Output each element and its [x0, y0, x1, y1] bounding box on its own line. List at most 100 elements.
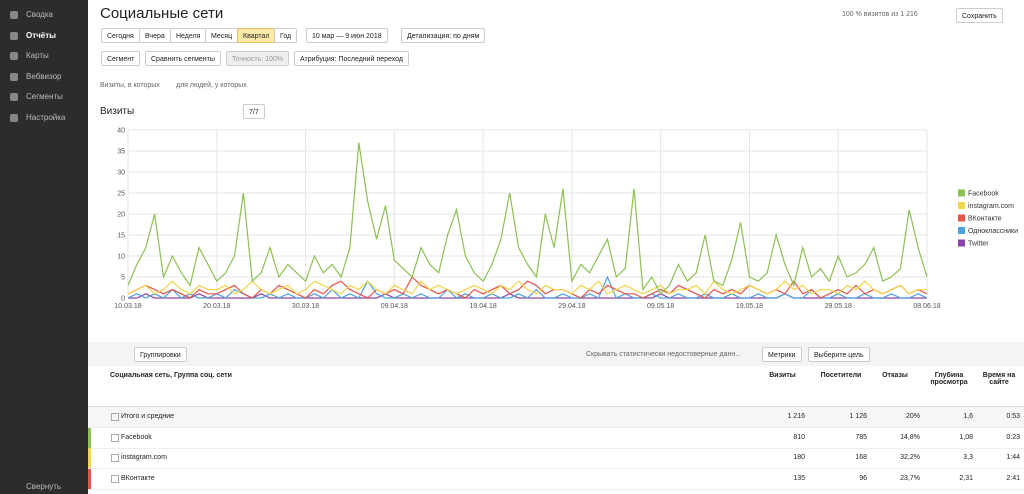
- column-header[interactable]: Визиты: [769, 372, 796, 379]
- cell: 32,2%: [900, 454, 920, 461]
- legend-label: Facebook: [968, 191, 999, 198]
- period-button[interactable]: Квартал: [237, 28, 276, 43]
- menu-item[interactable]: Настройка: [26, 112, 66, 122]
- menu-item[interactable]: Карты: [26, 51, 49, 60]
- table-row: [88, 469, 1024, 490]
- chart-title: Визиты: [100, 106, 135, 117]
- column-header[interactable]: Время на сайте: [982, 372, 1016, 386]
- cell: 1:44: [1006, 454, 1020, 461]
- table-row: [88, 428, 1024, 449]
- series-line: [127, 142, 928, 295]
- cell: Facebook: [121, 433, 152, 441]
- x-tick-label: 08.06.18: [913, 303, 940, 310]
- series-count[interactable]: 7/7: [243, 104, 265, 119]
- cell: 0:23: [1006, 433, 1020, 441]
- filter-button[interactable]: Атрибуция: Последний переход: [294, 51, 410, 66]
- legend-swatch: [958, 227, 965, 234]
- legend-swatch: [958, 189, 965, 197]
- y-tick-label: 25: [117, 191, 125, 198]
- menu-item[interactable]: Сводка: [26, 10, 54, 19]
- date-range[interactable]: 10 мар — 9 июн 2018: [306, 28, 388, 43]
- segment-text: Визиты, в которых: [100, 82, 160, 89]
- filter-button[interactable]: Сегмент: [101, 51, 141, 66]
- series-line: [127, 276, 928, 299]
- hide-option[interactable]: Скрывать статистически недостоверные дан…: [586, 351, 742, 358]
- cell: 2:41: [1006, 474, 1020, 482]
- y-tick-label: 5: [121, 275, 125, 282]
- x-tick-label: 09.04.18: [381, 303, 408, 310]
- cell: 3,3: [963, 454, 973, 461]
- period-button[interactable]: Год: [274, 28, 298, 43]
- filter-button[interactable]: Сравнить сегменты: [145, 51, 221, 66]
- x-tick-label: 29.04.18: [558, 303, 585, 310]
- menu-icon: [10, 72, 18, 81]
- cell: 14,8%: [900, 433, 920, 441]
- filter-button[interactable]: Точность: 100%: [226, 51, 290, 66]
- y-tick-label: 10: [117, 254, 125, 261]
- page-title: Социальные сети: [100, 5, 224, 22]
- cell: 2,31: [959, 474, 973, 482]
- x-tick-label: 30.03.18: [292, 303, 319, 310]
- cell: 20%: [905, 413, 920, 420]
- cell: 96: [859, 474, 867, 482]
- checkbox[interactable]: [111, 433, 119, 442]
- cell: instagram.com: [121, 454, 167, 461]
- menu-item[interactable]: Сегменты: [26, 92, 63, 101]
- chart: 0 5 10 15 20 25 30 35 40 10.03.18 20.03.18 30.03.18…: [114, 128, 1018, 311]
- cell: 1,6: [963, 413, 973, 420]
- x-tick-label: 20.03.18: [203, 303, 230, 310]
- groupings[interactable]: Группировки: [134, 347, 187, 362]
- menu-icon: [10, 52, 18, 60]
- legend-label: ВКонтакте: [968, 216, 1002, 223]
- legend-swatch: [958, 214, 965, 222]
- y-tick-label: 35: [117, 149, 125, 156]
- checkbox[interactable]: [111, 454, 119, 462]
- x-tick-label: 19.04.18: [469, 303, 496, 310]
- column-header[interactable]: Отказы: [882, 372, 908, 379]
- cell: 1,08: [959, 433, 973, 441]
- y-tick-label: 0: [121, 296, 125, 303]
- cell: 168: [855, 454, 867, 461]
- cell: ВКонтакте: [121, 474, 155, 482]
- column-header[interactable]: Посетители: [820, 372, 862, 379]
- metrics[interactable]: Метрики: [762, 347, 802, 362]
- cell: 1 216: [787, 413, 805, 420]
- table-row: [88, 448, 1024, 469]
- cell: 810: [793, 433, 805, 441]
- cell: 135: [793, 474, 805, 482]
- row-color: [88, 468, 91, 489]
- checkbox[interactable]: [111, 413, 119, 421]
- save-button[interactable]: Сохранить: [956, 8, 1003, 23]
- y-tick-label: 20: [117, 212, 125, 219]
- legend-swatch: [958, 239, 965, 247]
- y-tick-label: 40: [117, 128, 125, 135]
- series-line: [127, 275, 928, 299]
- menu-item[interactable]: Отчёты: [26, 30, 56, 40]
- header-row: [88, 366, 1024, 407]
- detail[interactable]: Детализация: по дням: [401, 28, 486, 43]
- segment-text: для людей, у которых: [176, 82, 247, 89]
- checkbox[interactable]: [111, 474, 119, 483]
- x-tick-label: 29.05.18: [825, 303, 852, 310]
- x-tick-label: 09.05.18: [647, 303, 674, 310]
- menu-icon: [10, 113, 18, 122]
- period-button[interactable]: Сегодня: [101, 28, 140, 43]
- sampling: 100 % визитов из 1 216: [842, 11, 918, 18]
- column-header[interactable]: Социальная сеть, Группа соц. сети: [110, 372, 232, 379]
- menu-icon: [10, 11, 18, 19]
- goal[interactable]: Выберите цель: [808, 347, 870, 362]
- table-row: [88, 407, 1024, 428]
- period-button[interactable]: Вчера: [139, 28, 171, 43]
- row-color: [88, 427, 91, 448]
- row-color: [88, 448, 91, 468]
- collapse[interactable]: Свернуть: [26, 482, 62, 491]
- cell: 180: [793, 454, 805, 461]
- cell: Итого и средние: [121, 413, 175, 420]
- period-button[interactable]: Месяц: [205, 28, 239, 43]
- menu-item[interactable]: Вебвизор: [26, 71, 62, 81]
- column-header[interactable]: Глубина просмотра: [930, 372, 968, 386]
- period-button[interactable]: Неделя: [170, 28, 207, 43]
- cell: 1 126: [849, 413, 867, 420]
- cell: 785: [855, 433, 867, 441]
